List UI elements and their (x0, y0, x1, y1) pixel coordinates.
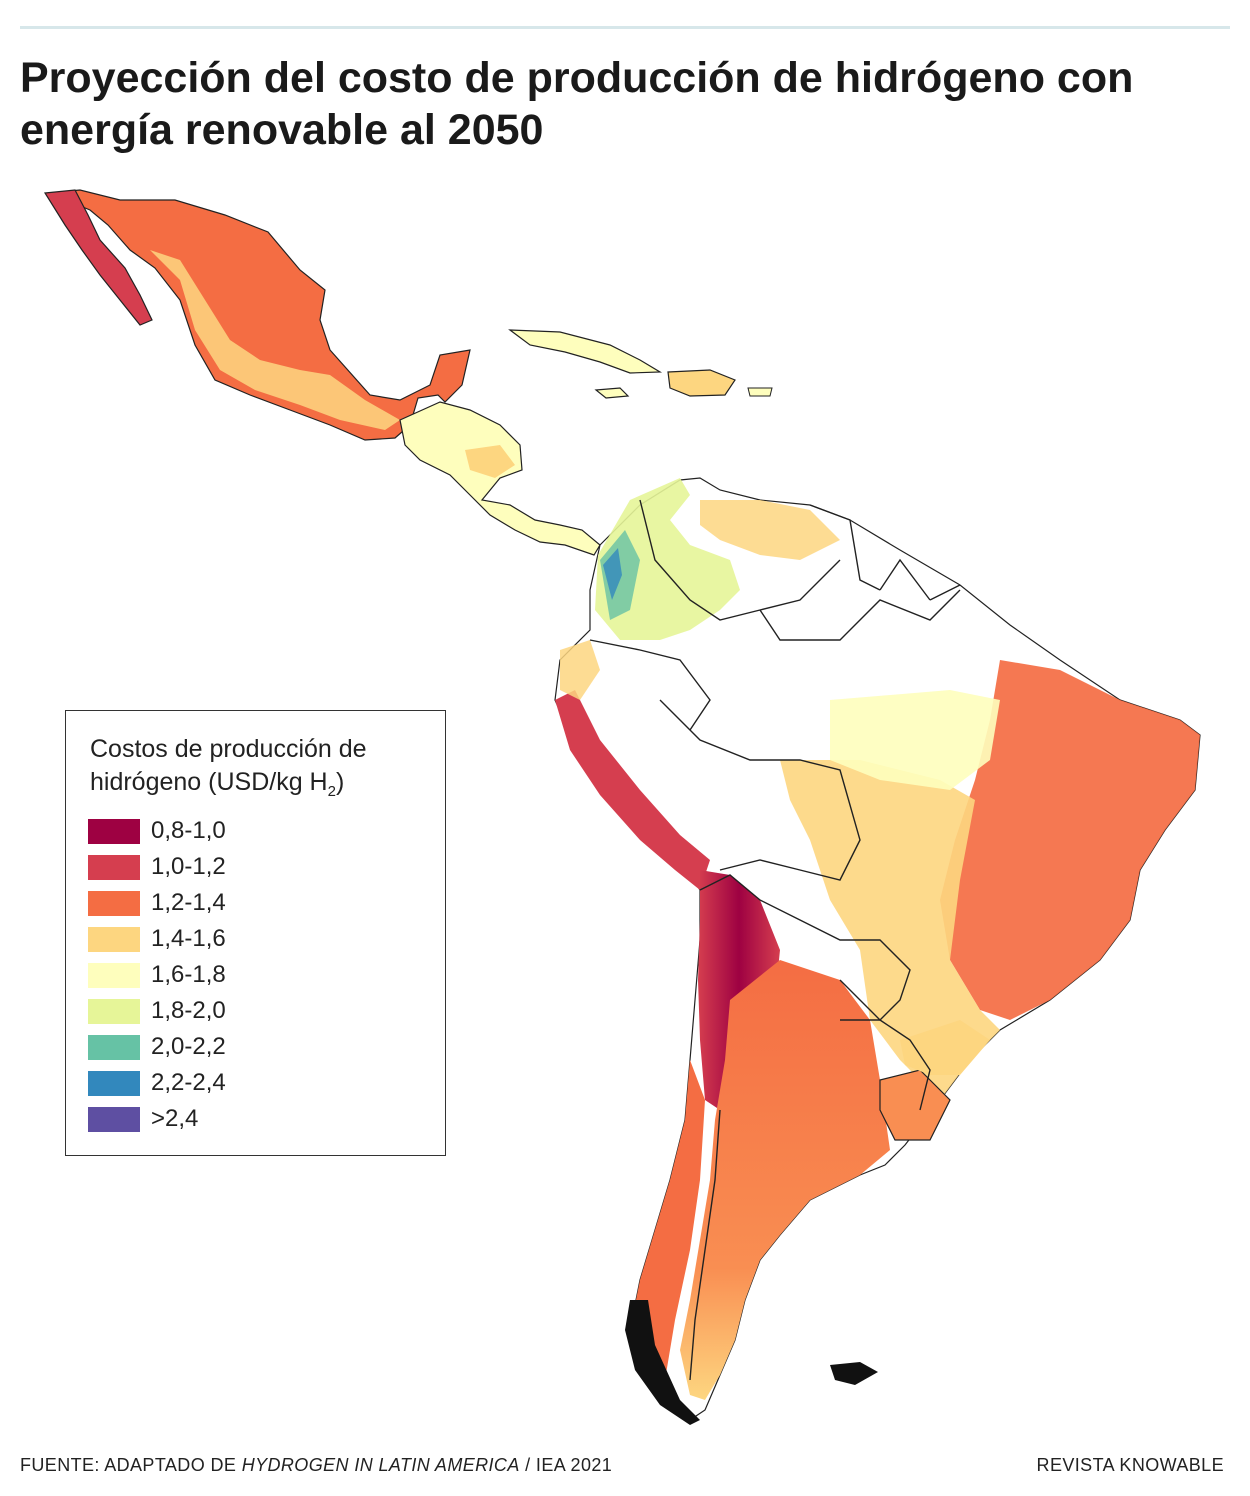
legend-swatch (88, 927, 140, 952)
region-central-america (399, 401, 601, 556)
legend-label: 2,2-2,4 (151, 1069, 226, 1096)
legend-title: Costos de producción de hidrógeno (USD/k… (90, 733, 435, 808)
legend-label: 1,8-2,0 (151, 997, 226, 1024)
publisher-credit: REVISTA KNOWABLE (1036, 1455, 1224, 1475)
region-central-america-accent (465, 445, 515, 478)
source-prefix: FUENTE: ADAPTADO DE (20, 1455, 242, 1475)
legend-swatch (88, 855, 140, 880)
region-venezuela (700, 500, 840, 560)
legend-swatch (88, 963, 140, 988)
region-south-brazil (900, 1020, 990, 1075)
region-peru-coast (555, 690, 710, 890)
top-rule (20, 26, 1230, 29)
legend-title-text: Costos de producción de hidrógeno (USD/k… (90, 735, 367, 796)
map-title: Proyección del costo de producción de hi… (20, 54, 1134, 154)
source-suffix: / IEA 2021 (519, 1455, 613, 1475)
legend-swatch (88, 1035, 140, 1060)
legend-swatch (88, 1107, 140, 1132)
latin-america-map (43, 189, 1201, 1425)
region-cuba (508, 329, 663, 374)
source-credit: FUENTE: ADAPTADO DE HYDROGEN IN LATIN AM… (20, 1455, 612, 1476)
region-brazil-interior (830, 690, 1000, 790)
legend-title-subscript: 2 (327, 783, 336, 800)
region-mexico (47, 189, 471, 441)
legend-swatch (88, 891, 140, 916)
legend-label: 2,0-2,2 (151, 1033, 226, 1060)
legend-label: 1,0-1,2 (151, 853, 226, 880)
region-argentina (680, 960, 890, 1400)
region-baja-california (43, 189, 153, 326)
region-ecuador (560, 640, 600, 700)
region-patagonia-fjords (625, 1300, 700, 1425)
legend-swatch (88, 1071, 140, 1096)
region-colombia-wet-deep (603, 548, 622, 600)
region-falklands (830, 1362, 878, 1385)
region-brazil-east (940, 660, 1200, 1020)
legend: Costos de producción de hidrógeno (USD/k… (65, 710, 446, 1156)
legend-label: 1,4-1,6 (151, 925, 226, 952)
legend-label: 0,8-1,0 (151, 817, 226, 844)
country-borders (589, 499, 961, 1381)
legend-swatch (88, 819, 140, 844)
region-puerto-rico (747, 387, 773, 397)
legend-label: >2,4 (151, 1105, 199, 1132)
legend-label: 1,6-1,8 (151, 961, 226, 988)
region-mexico-north-light (150, 250, 400, 430)
region-brazil-center (780, 760, 1000, 1100)
legend-label: 1,2-1,4 (151, 889, 226, 916)
region-jamaica (594, 387, 630, 399)
region-hispaniola (667, 369, 736, 397)
legend-swatch (88, 999, 140, 1024)
legend-title-end: ) (335, 768, 345, 796)
source-title: HYDROGEN IN LATIN AMERICA (241, 1455, 520, 1475)
